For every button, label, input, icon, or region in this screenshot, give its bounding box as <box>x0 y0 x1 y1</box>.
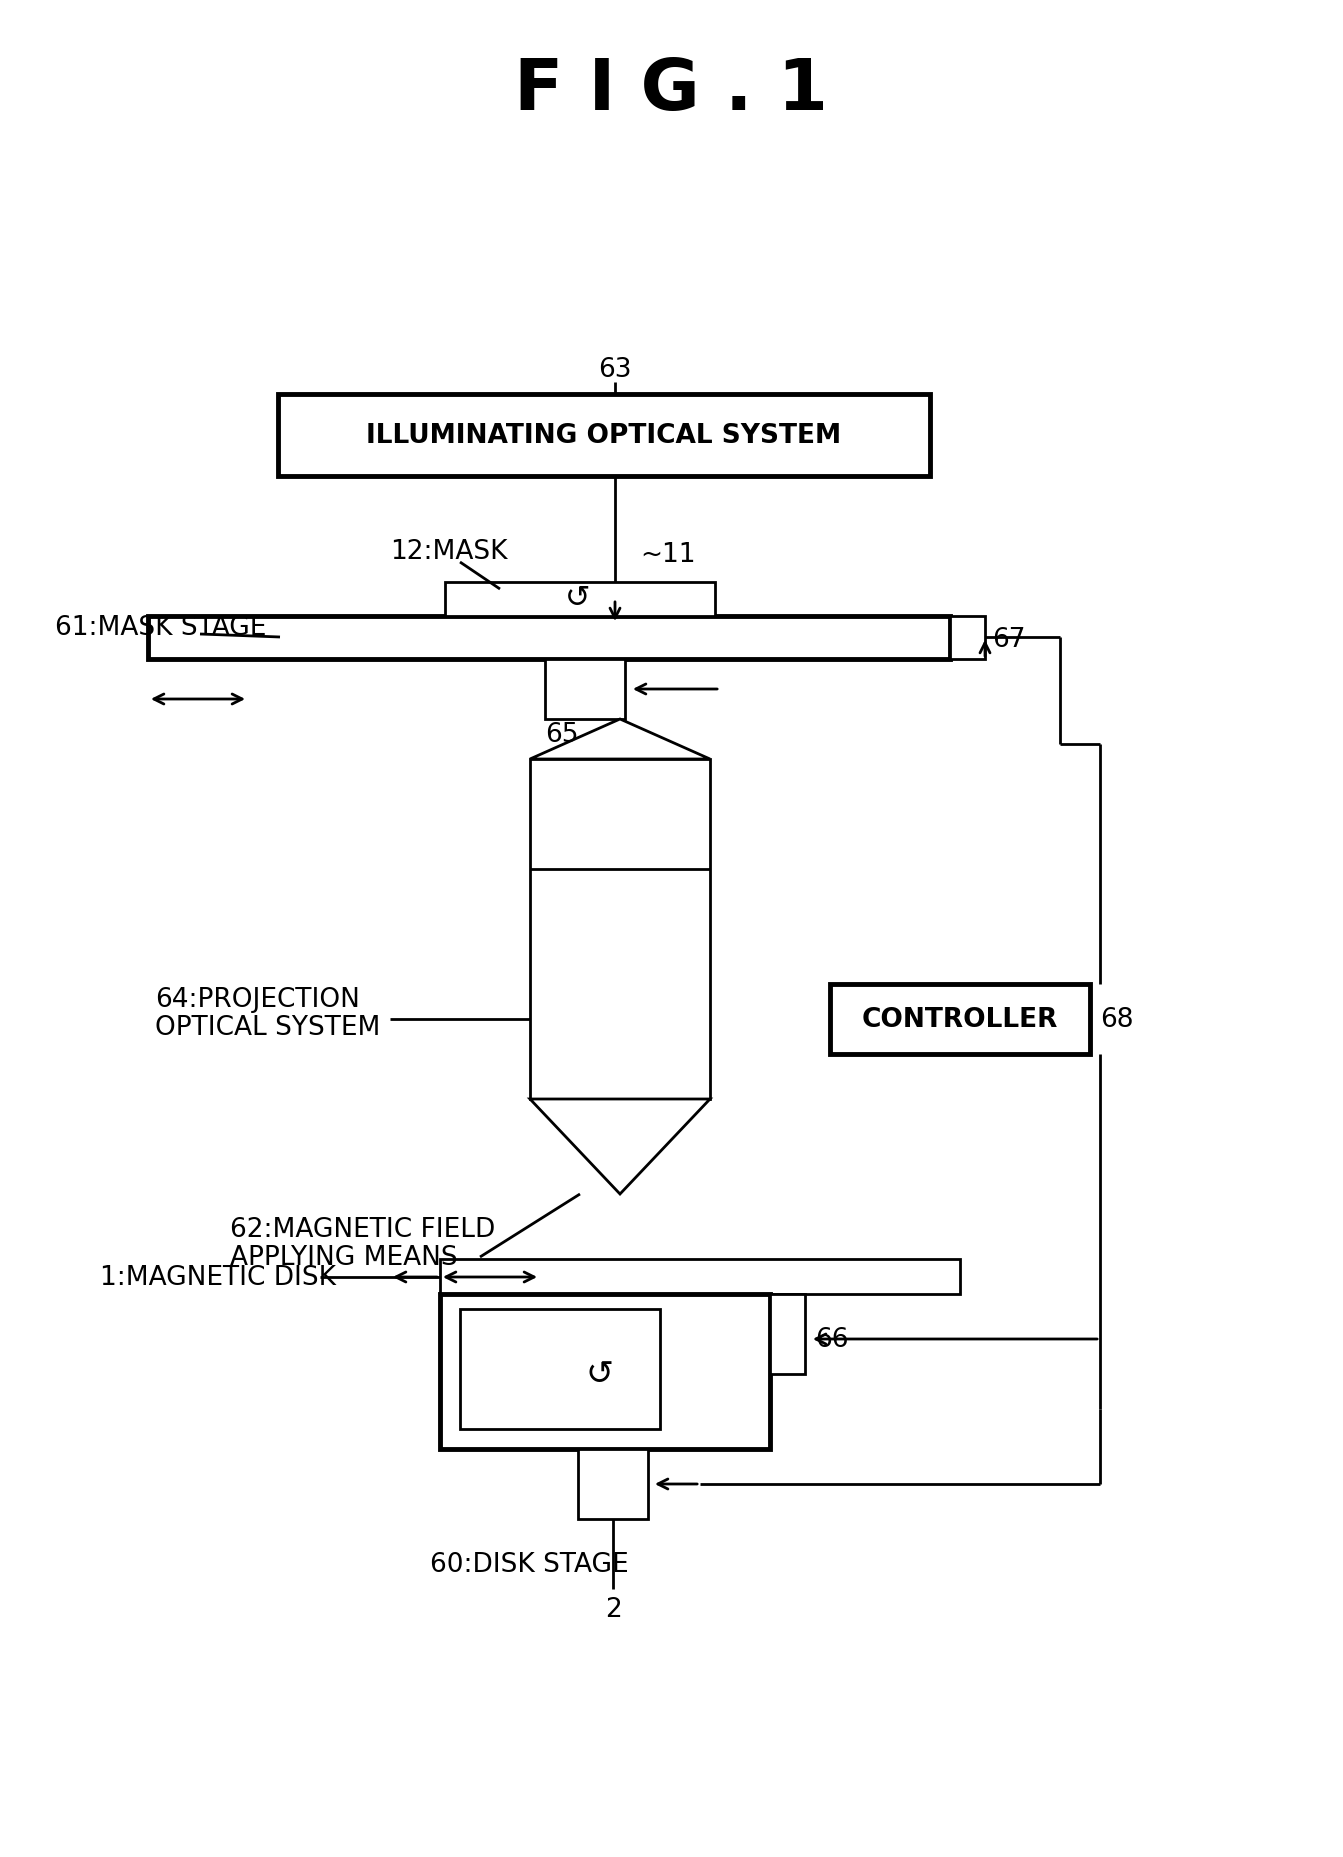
Text: CONTROLLER: CONTROLLER <box>862 1006 1058 1032</box>
Text: APPLYING MEANS: APPLYING MEANS <box>230 1244 458 1270</box>
Bar <box>577 1448 649 1519</box>
Text: 61:MASK STAGE: 61:MASK STAGE <box>55 615 266 641</box>
Text: ~11: ~11 <box>641 542 696 568</box>
Text: 66: 66 <box>815 1326 849 1352</box>
Polygon shape <box>530 1099 710 1194</box>
Text: ↺: ↺ <box>565 583 591 613</box>
Text: 65: 65 <box>545 722 579 748</box>
Bar <box>278 396 929 477</box>
Text: 12:MASK: 12:MASK <box>389 539 508 565</box>
Text: 64:PROJECTION: 64:PROJECTION <box>154 986 360 1012</box>
Bar <box>441 1259 960 1294</box>
Bar <box>148 617 950 659</box>
Text: OPTICAL SYSTEM: OPTICAL SYSTEM <box>154 1014 380 1040</box>
Text: 60:DISK STAGE: 60:DISK STAGE <box>430 1551 629 1577</box>
Text: ↺: ↺ <box>586 1357 614 1391</box>
Bar <box>530 760 710 1099</box>
Bar <box>830 984 1091 1055</box>
Text: 67: 67 <box>992 626 1026 652</box>
Text: 1:MAGNETIC DISK: 1:MAGNETIC DISK <box>99 1265 336 1291</box>
Bar <box>770 1294 804 1374</box>
Text: 62:MAGNETIC FIELD: 62:MAGNETIC FIELD <box>230 1216 496 1242</box>
Text: F I G . 1: F I G . 1 <box>514 56 829 124</box>
Text: 63: 63 <box>598 357 631 383</box>
Polygon shape <box>530 721 710 760</box>
Text: 68: 68 <box>1100 1006 1133 1032</box>
Bar <box>545 659 624 721</box>
Text: 2: 2 <box>604 1597 622 1623</box>
Bar <box>441 1294 770 1448</box>
Bar <box>461 1309 659 1430</box>
Text: ILLUMINATING OPTICAL SYSTEM: ILLUMINATING OPTICAL SYSTEM <box>367 423 842 449</box>
Bar <box>445 583 714 617</box>
Bar <box>950 617 984 659</box>
